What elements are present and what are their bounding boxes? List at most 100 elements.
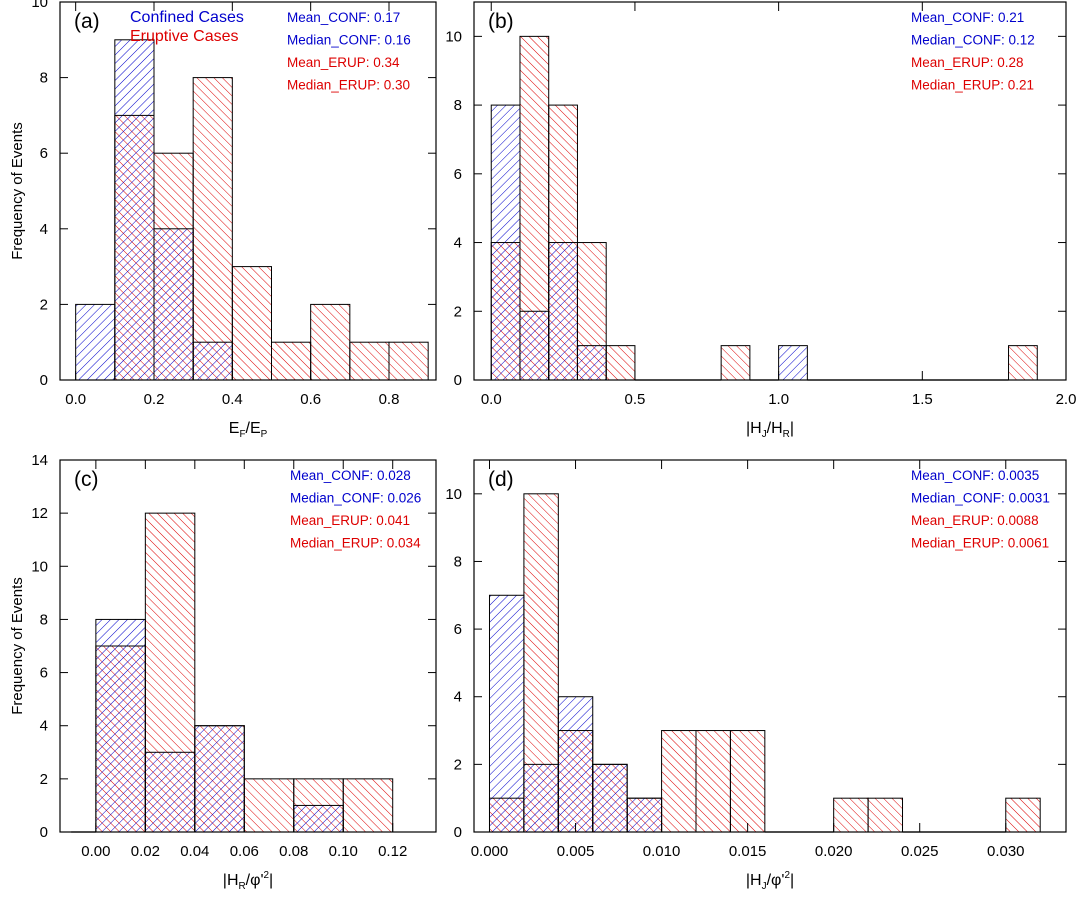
eruptive-bar xyxy=(721,345,750,380)
x-tick-label: 0.08 xyxy=(279,843,308,860)
x-tick-label: 0.4 xyxy=(222,391,243,408)
stat-mean-erup: Mean_ERUP: 0.041 xyxy=(290,513,410,528)
x-tick-label: 0.06 xyxy=(230,843,259,860)
confined-bar xyxy=(523,764,559,832)
panel-d: 0 2 4 6 8 10 0.000 0.005 0.010 0.015 0.020 0.025 0.0… xyxy=(445,459,1067,892)
y-tick-label: 6 xyxy=(40,145,48,162)
x-axis-label: |HJ​/φ'2​| xyxy=(746,870,794,892)
panel-c: 0 2 4 6 8 10 12 14 0.00 0.02 0.04 0.06 0.08 0.10 0.12 (… xyxy=(9,452,437,892)
y-tick-label: 4 xyxy=(40,221,48,238)
stat-median-erup: Median_ERUP: 0.21 xyxy=(911,78,1034,93)
confined-bar xyxy=(114,39,154,381)
x-tick-label: 0.030 xyxy=(987,843,1025,860)
y-tick-label: 6 xyxy=(454,621,462,638)
eruptive-bar xyxy=(389,342,429,380)
panel-label: (d) xyxy=(488,468,514,491)
stat-mean-conf: Mean_CONF: 0.21 xyxy=(911,10,1024,25)
eruptive-bar xyxy=(343,778,393,832)
x-tick-label: 0.020 xyxy=(815,843,853,860)
panel-label: (a) xyxy=(74,10,100,33)
confined-bar xyxy=(193,342,233,380)
y-tick-label: 10 xyxy=(445,486,462,503)
stat-mean-erup: Mean_ERUP: 0.34 xyxy=(287,55,400,70)
x-tick-label: 0.015 xyxy=(729,843,767,860)
y-axis-label: Frequency of Events xyxy=(9,122,26,260)
y-tick-label: 6 xyxy=(40,665,48,682)
y-tick-label: 8 xyxy=(454,553,462,570)
eruptive-bar xyxy=(1005,798,1041,832)
y-tick-label: 10 xyxy=(31,558,48,575)
panel-a: 0 2 4 6 8 10 0.0 0.2 0.4 0.6 0.8 (a) Confined Cases E… xyxy=(9,0,437,440)
eruptive-bar xyxy=(606,345,635,380)
x-tick-label: 0.000 xyxy=(471,843,509,860)
x-tick-label: 0.5 xyxy=(625,391,646,408)
y-tick-label: 0 xyxy=(454,372,462,389)
confined-bar xyxy=(95,619,146,832)
x-tick-label: 0.04 xyxy=(180,843,209,860)
confined-bar xyxy=(558,696,593,832)
stat-mean-conf: Mean_CONF: 0.028 xyxy=(290,468,411,483)
x-tick-label: 0.0 xyxy=(65,391,86,408)
stat-median-conf: Median_CONF: 0.16 xyxy=(287,33,411,48)
y-tick-label: 8 xyxy=(40,611,48,628)
x-tick-label: 1.0 xyxy=(768,391,789,408)
y-tick-label: 2 xyxy=(40,296,48,313)
panel-label: (b) xyxy=(488,10,514,33)
legend-eruptive: Eruptive Cases xyxy=(130,28,239,45)
stat-mean-conf: Mean_CONF: 0.17 xyxy=(287,10,400,25)
eruptive-bar xyxy=(244,778,294,832)
eruptive-bar xyxy=(1008,345,1038,380)
x-tick-label: 0.005 xyxy=(557,843,595,860)
confined-bar xyxy=(293,805,344,832)
x-axis-label: EF​/EP​ xyxy=(229,420,268,440)
eruptive-bar xyxy=(661,730,696,832)
panel-b: 0 2 4 6 8 10 0.0 0.5 1.0 1.5 2.0 (b) Mean_CONF: 0.21… xyxy=(445,1,1077,440)
y-tick-label: 8 xyxy=(40,70,48,87)
x-tick-label: 0.8 xyxy=(379,391,400,408)
confined-bar xyxy=(75,304,115,380)
y-axis-label: Frequency of Events xyxy=(9,577,26,715)
x-tick-label: 0.10 xyxy=(329,843,358,860)
eruptive-bar xyxy=(232,266,272,380)
x-tick-label: 0.12 xyxy=(378,843,407,860)
confined-bar xyxy=(577,345,607,380)
eruptive-bar xyxy=(193,77,233,380)
x-tick-label: 0.6 xyxy=(300,391,321,408)
x-tick-label: 0.010 xyxy=(643,843,681,860)
y-tick-label: 8 xyxy=(454,97,462,114)
y-tick-label: 2 xyxy=(454,303,462,320)
plot-frame xyxy=(473,459,1067,833)
confined-bar xyxy=(592,764,628,832)
stat-median-erup: Median_ERUP: 0.30 xyxy=(287,78,410,93)
x-tick-label: 0.025 xyxy=(901,843,939,860)
x-tick-label: 2.0 xyxy=(1056,391,1077,408)
plot-frame xyxy=(59,1,437,381)
eruptive-bar xyxy=(696,730,731,832)
y-tick-label: 12 xyxy=(31,505,48,522)
stat-mean-erup: Mean_ERUP: 0.0088 xyxy=(911,513,1039,528)
panel-label: (c) xyxy=(74,468,99,491)
y-tick-label: 4 xyxy=(454,235,462,252)
confined-bar xyxy=(145,752,195,832)
y-tick-label: 0 xyxy=(40,824,48,841)
confined-bar xyxy=(489,595,524,832)
stat-median-conf: Median_CONF: 0.12 xyxy=(911,33,1035,48)
confined-bar xyxy=(154,228,194,380)
eruptive-bar xyxy=(730,730,765,832)
eruptive-bar xyxy=(833,798,869,832)
confined-bar xyxy=(194,725,245,832)
stat-mean-conf: Mean_CONF: 0.0035 xyxy=(911,468,1039,483)
stat-median-erup: Median_ERUP: 0.034 xyxy=(290,536,421,551)
eruptive-bar xyxy=(349,342,389,380)
plot-frame xyxy=(473,1,1067,381)
stat-median-conf: Median_CONF: 0.026 xyxy=(290,491,421,506)
y-tick-label: 4 xyxy=(454,689,462,706)
y-tick-label: 10 xyxy=(31,0,48,11)
y-tick-label: 6 xyxy=(454,166,462,183)
confined-bar xyxy=(627,798,662,832)
y-tick-label: 2 xyxy=(40,771,48,788)
eruptive-bar xyxy=(310,304,350,380)
y-tick-label: 4 xyxy=(40,718,48,735)
x-tick-label: 0.02 xyxy=(131,843,160,860)
